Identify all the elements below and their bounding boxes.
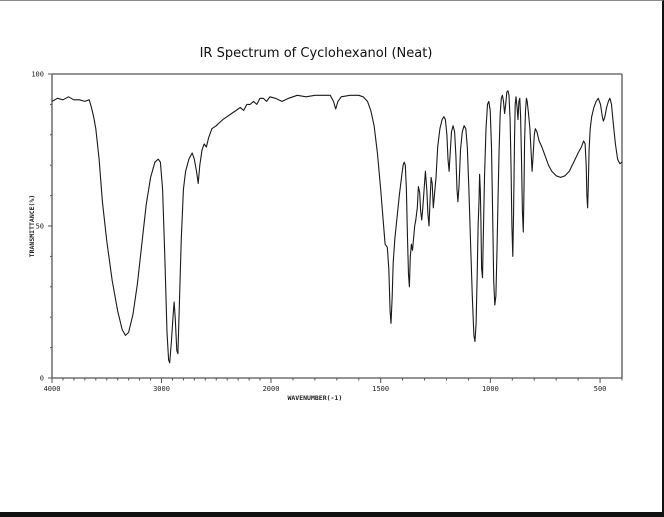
x-tick-label: 3000 — [153, 385, 170, 393]
chart-axes — [48, 73, 623, 383]
y-axis-title: TRANSMITTANCE(%) — [28, 195, 36, 258]
y-tick-label: 100 — [31, 71, 44, 79]
y-tick-label: 0 — [40, 375, 44, 383]
x-tick-label: 1500 — [372, 385, 389, 393]
x-tick-label: 2000 — [263, 385, 280, 393]
x-tick-label: 4000 — [44, 385, 61, 393]
chart-title: IR Spectrum of Cyclohexanol (Neat) — [199, 46, 433, 61]
spectrum-line — [51, 90, 623, 364]
y-tick-label: 50 — [36, 223, 44, 231]
x-axis-title: WAVENUMBER(-1) — [287, 394, 342, 402]
x-tick-label: 500 — [594, 385, 607, 393]
x-tick-label: 1000 — [482, 385, 499, 393]
